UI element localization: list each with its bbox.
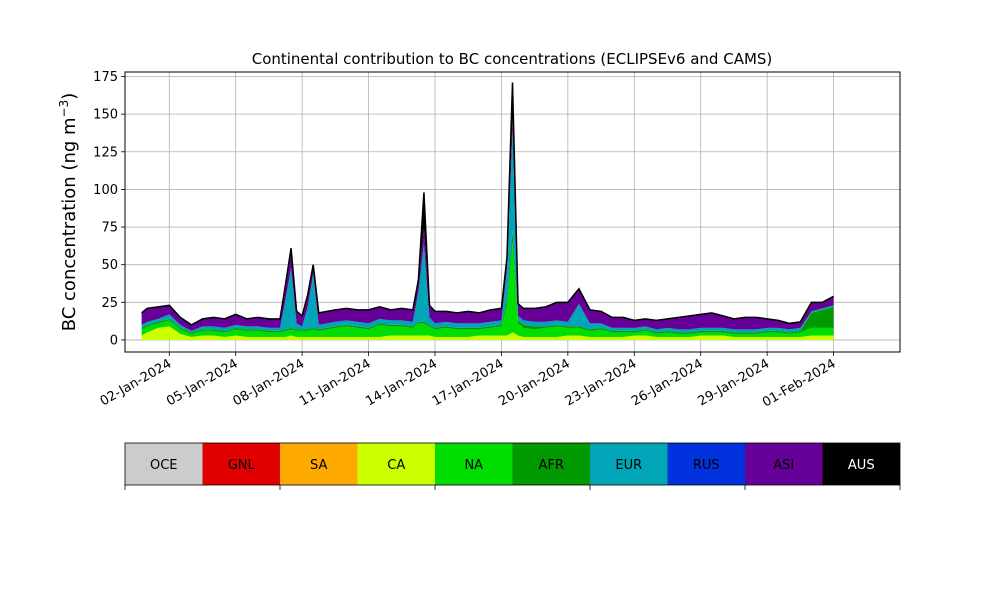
x-tick-label: 05-Jan-2024	[164, 356, 241, 409]
x-tick-label: 01-Feb-2024	[760, 356, 839, 410]
total-outline	[141, 82, 834, 326]
legend-label-eur: EUR	[615, 458, 642, 473]
legend-label-na: NA	[464, 458, 483, 473]
total-line	[141, 82, 834, 326]
legend-frame	[124, 442, 901, 486]
x-tick-label: 20-Jan-2024	[496, 356, 573, 409]
legend-swatch-ca	[357, 443, 435, 485]
x-tick-label: 26-Jan-2024	[629, 356, 706, 409]
y-tick-label: 75	[101, 221, 118, 236]
legend-label-sa: SA	[310, 458, 327, 473]
legend-swatch-na	[435, 443, 513, 485]
area-aus	[141, 82, 834, 325]
x-tick-label: 08-Jan-2024	[231, 356, 308, 409]
legend-swatch-sa	[280, 443, 358, 485]
chart-title: Continental contribution to BC concentra…	[252, 50, 773, 68]
legend-swatch-afr	[512, 443, 590, 485]
x-tick-label: 23-Jan-2024	[563, 356, 640, 409]
legend-label-rus: RUS	[693, 458, 720, 473]
legend-label-asi: ASI	[773, 458, 794, 473]
legend-label-aus: AUS	[848, 458, 875, 473]
x-tick-label: 11-Jan-2024	[297, 356, 374, 409]
x-tick-label: 17-Jan-2024	[430, 356, 507, 409]
legend-label-oce: OCE	[150, 458, 178, 473]
y-axis-label: BC concentration (ng m−3)	[57, 93, 80, 332]
plot-frame	[124, 71, 901, 353]
y-tick-label: 100	[93, 183, 118, 198]
y-tick-label: 150	[93, 108, 118, 123]
legend-colorbar: OCE GNL SA CA NA AFR EUR RUS ASI AUS	[124, 442, 901, 490]
area-ca	[141, 326, 834, 340]
legend-swatch-asi	[745, 443, 823, 485]
legend-label-afr: AFR	[539, 458, 564, 473]
y-tick-label: 175	[93, 70, 118, 85]
y-axis: 0 25 50 75 100 125 150 175	[93, 70, 125, 348]
y-tick-label: 125	[93, 145, 118, 160]
legend-swatch-gnl	[202, 443, 280, 485]
x-axis: 02-Jan-202405-Jan-202408-Jan-202411-Jan-…	[98, 352, 839, 410]
legend-swatch-oce	[125, 443, 203, 485]
legend-label-gnl: GNL	[228, 458, 256, 473]
legend-label-ca: CA	[387, 458, 405, 473]
y-tick-label: 25	[101, 296, 118, 311]
legend-swatch-aus	[822, 443, 900, 485]
y-tick-label: 0	[110, 333, 118, 348]
y-tick-label: 50	[101, 258, 118, 273]
legend-swatch-eur	[590, 443, 668, 485]
x-tick-label: 02-Jan-2024	[98, 356, 175, 409]
legend-swatch-rus	[667, 443, 745, 485]
area-asi	[141, 118, 834, 331]
x-tick-label: 14-Jan-2024	[363, 356, 440, 409]
x-tick-label: 29-Jan-2024	[696, 356, 773, 409]
